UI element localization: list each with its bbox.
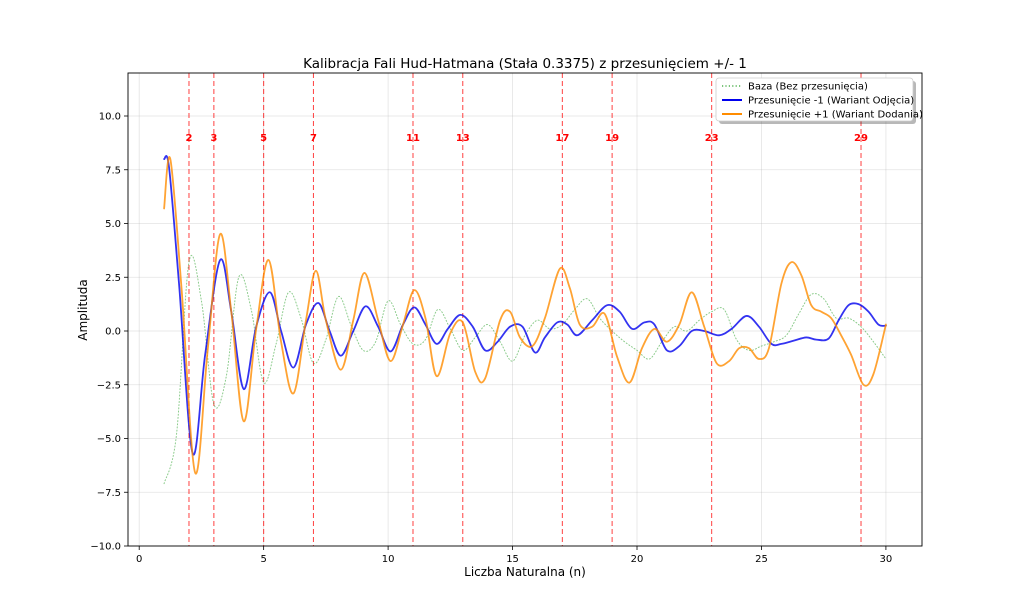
legend: Baza (Bez przesunięcia) Przesunięcie -1 …: [715, 77, 923, 124]
prime-label-7: 7: [310, 133, 317, 144]
x-tick-label: 15: [506, 554, 519, 565]
prime-label-13: 13: [456, 133, 470, 144]
legend-label-baza: Baza (Bez przesunięcia): [748, 82, 868, 93]
y-axis-label: Amplituda: [76, 279, 90, 340]
x-tick-label: 5: [260, 554, 266, 565]
prime-label-29: 29: [854, 133, 868, 144]
legend-box: [715, 77, 914, 122]
prime-label-2: 2: [185, 133, 192, 144]
chart-title: Kalibracja Fali Hud-Hatmana (Stała 0.337…: [303, 56, 747, 72]
prime-label-17: 17: [555, 133, 569, 144]
plot-frame: [127, 72, 923, 547]
plot-area: [128, 73, 922, 546]
x-tick-label: 10: [382, 554, 395, 565]
series-przesuniecie-plus-1: [163, 156, 887, 475]
y-tick-label: 5.0: [105, 219, 121, 230]
x-tick-label: 25: [755, 554, 768, 565]
x-tick-label: 30: [880, 554, 893, 565]
series-baza: [163, 254, 887, 485]
prime-label-3: 3: [210, 133, 217, 144]
prime-label-11: 11: [406, 133, 420, 144]
series-group: [163, 155, 887, 485]
x-axis-label: Liczba Naturalna (n): [464, 565, 586, 579]
y-tick-label: −7.5: [97, 488, 121, 499]
x-tick-label: 20: [631, 554, 644, 565]
y-tick-label: 10.0: [99, 112, 121, 123]
prime-label-5: 5: [260, 133, 267, 144]
y-tick-label: 2.5: [105, 273, 121, 284]
y-tick-label: −2.5: [97, 380, 121, 391]
series-przesuniecie-minus-1: [163, 155, 887, 456]
x-tick-label: 0: [136, 554, 142, 565]
legend-label-plus: Przesunięcie +1 (Wariant Dodania): [748, 110, 923, 121]
prime-markers: 2 3 5 7 11 13 17 19 23 29: [185, 73, 868, 546]
y-tick-label: −10.0: [90, 542, 121, 553]
y-tick-label: 0.0: [105, 327, 121, 338]
legend-label-minus: Przesunięcie -1 (Wariant Odjęcia): [748, 96, 914, 107]
prime-label-19: 19: [605, 133, 619, 144]
prime-label-23: 23: [705, 133, 719, 144]
y-tick-label: 7.5: [105, 165, 121, 176]
axis-ticks: 0 5 10 15 20 25 30−10.0−7.5−5.0−2.50.02.55.07.…: [90, 112, 892, 566]
y-tick-label: −5.0: [97, 434, 121, 445]
